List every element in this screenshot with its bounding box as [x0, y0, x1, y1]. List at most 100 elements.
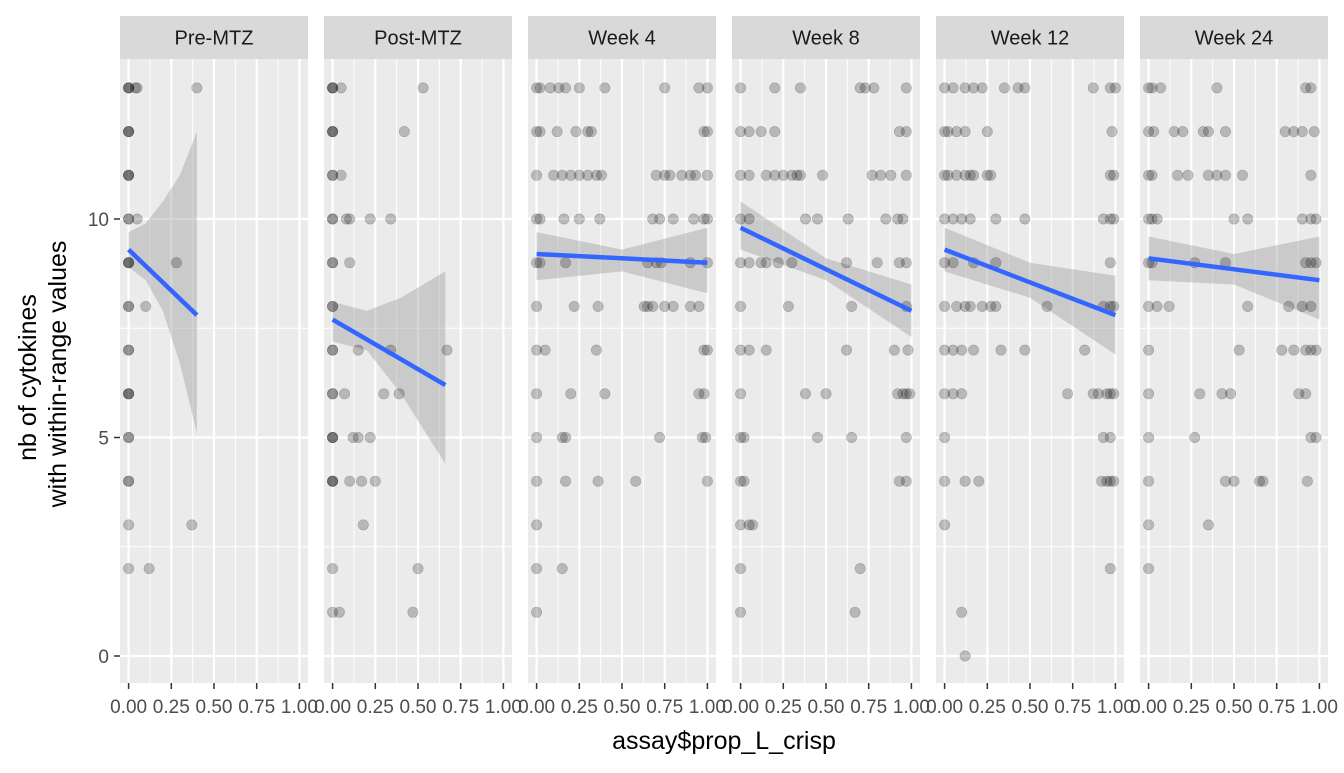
data-point [1279, 126, 1291, 138]
x-tick-label: 1.00 [1301, 697, 1338, 718]
data-point [1168, 126, 1180, 138]
data-point [1197, 126, 1209, 138]
data-point [897, 388, 909, 400]
data-point [123, 388, 135, 400]
data-point [1108, 169, 1120, 181]
data-point [327, 169, 339, 181]
data-point [327, 82, 339, 94]
data-point [701, 82, 713, 94]
data-point [799, 388, 811, 400]
facet-strip-label: Pre-MTZ [175, 28, 254, 50]
data-point [696, 431, 708, 443]
facet-panel: Post-MTZ 0.00 0.25 0.50 0.75 1.00 [314, 16, 522, 718]
data-point [335, 169, 347, 181]
data-point [412, 563, 424, 575]
data-point [1146, 213, 1158, 225]
data-point [1148, 126, 1160, 138]
data-point [327, 300, 339, 312]
data-point [1143, 82, 1155, 94]
data-point [585, 126, 597, 138]
data-point [947, 213, 959, 225]
data-point [1087, 82, 1099, 94]
data-point [1305, 431, 1317, 443]
data-point [1101, 388, 1113, 400]
data-point [976, 82, 988, 94]
data-point [534, 126, 546, 138]
data-point [1310, 431, 1322, 443]
data-point [1104, 169, 1116, 181]
data-point [1228, 475, 1240, 487]
data-point [985, 169, 997, 181]
data-point [1220, 475, 1232, 487]
x-tick-label: 0.00 [314, 697, 351, 718]
data-point [590, 344, 602, 356]
data-point [129, 82, 141, 94]
data-point [560, 257, 572, 269]
data-point [1296, 300, 1308, 312]
data-point [327, 475, 339, 487]
data-point [352, 431, 364, 443]
data-point [565, 388, 577, 400]
data-point [344, 257, 356, 269]
data-point [1242, 300, 1254, 312]
data-point [352, 344, 364, 356]
data-point [123, 475, 135, 487]
data-point [1097, 213, 1109, 225]
facet-strip-label: Week 8 [792, 28, 859, 50]
data-point [698, 388, 710, 400]
data-point [590, 169, 602, 181]
data-point [327, 431, 339, 443]
data-point [939, 519, 951, 531]
data-point [786, 257, 798, 269]
data-point [959, 126, 971, 138]
data-point [777, 169, 789, 181]
data-point [327, 475, 339, 487]
data-point [327, 82, 339, 94]
regression-line [536, 251, 708, 265]
data-point [1216, 388, 1228, 400]
data-point [769, 169, 781, 181]
regression-line [943, 247, 1117, 318]
data-point [1104, 257, 1116, 269]
data-point [659, 169, 671, 181]
data-point [123, 388, 135, 400]
data-point [904, 388, 916, 400]
regression-line [739, 225, 913, 313]
data-point [990, 300, 1002, 312]
data-point [1310, 213, 1322, 225]
y-tick-label: 10 [88, 210, 109, 231]
data-point [939, 126, 951, 138]
data-point [1019, 344, 1031, 356]
data-point [364, 213, 376, 225]
data-point [995, 344, 1007, 356]
facet-strip-label: Week 4 [588, 28, 655, 50]
data-point [531, 475, 543, 487]
data-point [1211, 169, 1223, 181]
data-point [123, 344, 135, 356]
data-point [888, 344, 900, 356]
data-point [1092, 388, 1104, 400]
data-point [693, 82, 705, 94]
data-point [893, 475, 905, 487]
data-point [892, 388, 904, 400]
data-point [900, 388, 912, 400]
facet-strip-label: Post-MTZ [374, 28, 462, 50]
data-point [1293, 388, 1305, 400]
data-point [1257, 475, 1269, 487]
data-point [1108, 388, 1120, 400]
data-point [531, 519, 543, 531]
data-point [123, 126, 135, 138]
facet-strip [528, 16, 716, 59]
x-tick-label: 0.25 [357, 697, 394, 718]
data-point [534, 257, 546, 269]
data-point [531, 344, 543, 356]
data-point [942, 126, 954, 138]
data-point [990, 213, 1002, 225]
data-point [1288, 126, 1300, 138]
data-point [1254, 475, 1266, 487]
y-axis-title-line-2: with within-range values [44, 241, 72, 509]
data-point [794, 82, 806, 94]
data-point [1104, 563, 1116, 575]
data-point [131, 82, 143, 94]
